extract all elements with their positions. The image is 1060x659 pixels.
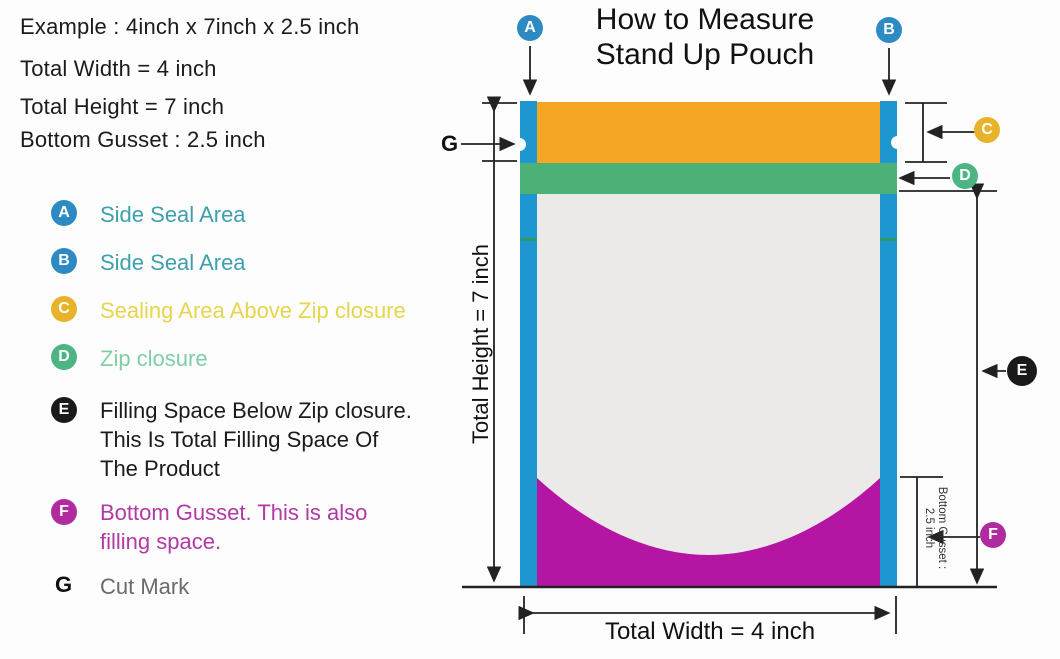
side-seal-right [880, 101, 897, 588]
bottom-gusset-area [537, 478, 880, 588]
legend-badge-c: C [51, 296, 77, 322]
bottom-gusset-text: Bottom Gusset : 2.5 inch [20, 127, 266, 152]
filling-space-line3: The Product [100, 456, 220, 481]
bottom-gusset-line1: Bottom Gusset. This is also [100, 500, 368, 525]
diagram-title: How to Measure Stand Up Pouch [545, 2, 865, 72]
legend-badge-a: A [51, 200, 77, 226]
cut-mark-notch-right [891, 136, 904, 149]
total-height-dimension-label: Total Height = 7 inch [468, 244, 493, 444]
legend-badge-f: F [51, 499, 77, 525]
gusset-dim-line2: 2.5 inch [923, 507, 935, 549]
legend-label-side-seal-b: Side Seal Area [100, 250, 246, 275]
total-width-dimension-label: Total Width = 4 inch [604, 618, 816, 645]
marker-badge-d: D [952, 163, 978, 189]
legend-label-bottom-gusset: Bottom Gusset. This is also filling spac… [100, 498, 367, 556]
legend-label-filling-space: Filling Space Below Zip closure. This Is… [100, 396, 412, 483]
legend-badge-d: D [51, 344, 77, 370]
title-line1: How to Measure [595, 3, 815, 36]
total-width-text: Total Width = 4 inch [20, 56, 217, 81]
total-height-text: Total Height = 7 inch [20, 94, 225, 119]
pouch-graphic [513, 101, 904, 588]
legend-badge-e: E [51, 397, 77, 423]
filling-space-line2: This Is Total Filling Space Of [100, 427, 379, 452]
legend-letter-g: G [55, 572, 73, 597]
side-seal-left [520, 101, 537, 588]
marker-badge-f: F [980, 522, 1006, 548]
gusset-dim-line1: Bottom Gusset : [936, 486, 948, 570]
bottom-gusset-line2: filling space. [100, 529, 222, 554]
legend-badge-b: B [51, 248, 77, 274]
cut-mark-notch-left [513, 138, 526, 151]
marker-badge-e: E [1007, 356, 1037, 386]
example-dimensions-text: Example : 4inch x 7inch x 2.5 inch [20, 14, 360, 39]
marker-letter-g: G [441, 131, 459, 156]
legend-label-side-seal-a: Side Seal Area [100, 202, 246, 227]
marker-badge-a: A [517, 15, 543, 41]
legend-label-cut-mark: Cut Mark [100, 574, 190, 599]
legend-label-sealing-area: Sealing Area Above Zip closure [100, 298, 406, 323]
marker-badge-c: C [974, 117, 1000, 143]
title-line2: Stand Up Pouch [595, 38, 815, 71]
bottom-gusset-dimension-label: Bottom Gusset : 2.5 inch [922, 469, 948, 587]
legend-label-zip-closure: Zip closure [100, 346, 208, 371]
marker-badge-b: B [876, 17, 902, 43]
filling-space-line1: Filling Space Below Zip closure. [100, 398, 412, 423]
top-seal-area [537, 102, 880, 163]
zip-closure-band [520, 163, 897, 241]
